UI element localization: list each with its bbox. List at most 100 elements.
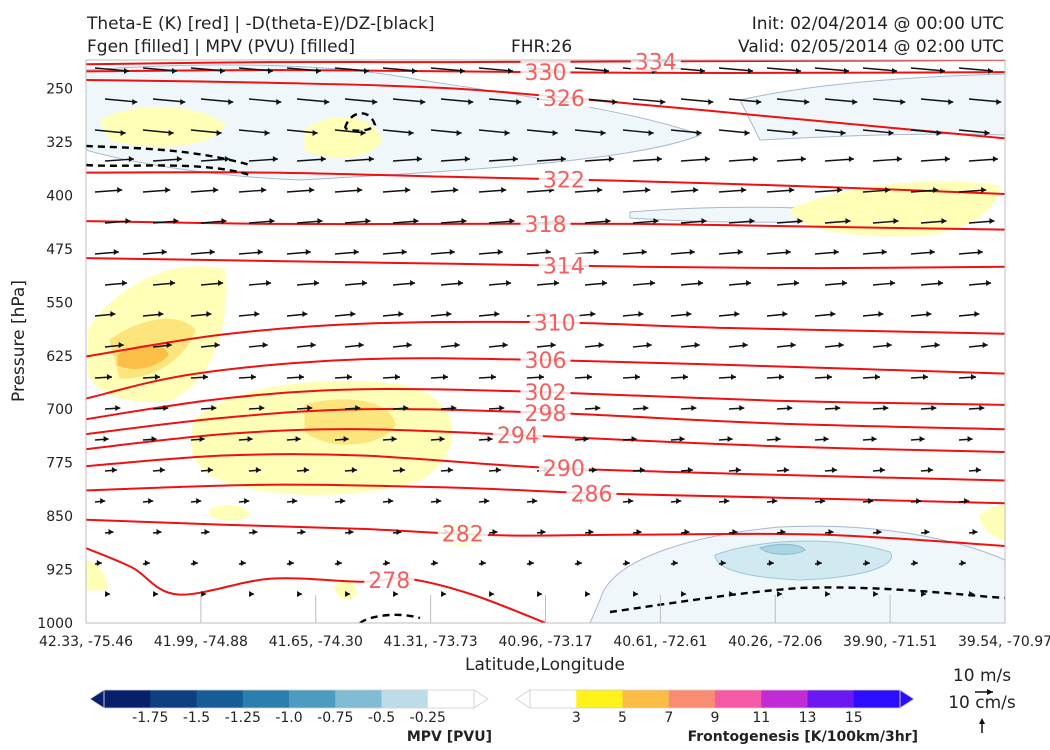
- theta-e-label-bg-298: [520, 400, 571, 423]
- wind-vector-head: [591, 467, 597, 473]
- wind-vector: [632, 591, 639, 597]
- wind-vector: [632, 280, 656, 286]
- fgen-fill-6: [209, 504, 251, 521]
- wind-vector-head: [900, 99, 906, 105]
- fgen-colorbar-swatch: [807, 690, 855, 708]
- wind-vector-shaft: [670, 129, 702, 134]
- wind-vector-head: [724, 498, 730, 504]
- wind-vector: [478, 311, 500, 317]
- theta-e-contour-278: [86, 547, 546, 623]
- wind-vector-shaft: [248, 98, 282, 103]
- wind-vector-head: [120, 130, 126, 136]
- wind-vector: [142, 498, 154, 504]
- wind-vector-head: [979, 405, 985, 411]
- wind-vector-head: [605, 218, 611, 224]
- wind-vector-head: [207, 467, 213, 473]
- wind-vector-shaft: [430, 67, 466, 72]
- wind-vector-head: [264, 130, 270, 136]
- wind-vector: [958, 67, 994, 74]
- wind-vector: [920, 342, 940, 348]
- vector-key-horizontal-arrowhead: [987, 689, 993, 695]
- fgen-colorbar-tick-label: 7: [664, 710, 673, 726]
- theta-e-contour-302: [86, 387, 1005, 421]
- wind-vector: [104, 280, 128, 286]
- wind-vector-head: [896, 156, 902, 162]
- wind-vector-head: [384, 560, 390, 566]
- wind-vector: [440, 218, 467, 224]
- fgen-colorbar-tick-label: 13: [799, 710, 817, 726]
- wind-vector-head: [598, 342, 604, 348]
- wind-vector: [872, 218, 899, 224]
- fgen-fill-1: [99, 106, 226, 147]
- wind-vector: [104, 529, 114, 535]
- wind-vector-head: [153, 591, 159, 597]
- wind-vector-head: [624, 560, 630, 566]
- wind-vector: [104, 156, 134, 162]
- wind-vector-shaft: [574, 67, 610, 72]
- wind-vector-head: [240, 560, 246, 566]
- wind-vector-head: [986, 280, 992, 286]
- wind-vector-head: [192, 560, 198, 566]
- wind-vector-head: [124, 68, 129, 74]
- wind-vector: [526, 129, 558, 136]
- wind-vector-head: [775, 436, 781, 442]
- wind-vector: [344, 405, 361, 411]
- mpv-colorbar-tick-label: -0.25: [410, 710, 446, 726]
- wind-vector-head: [172, 68, 177, 74]
- wind-vector-head: [398, 311, 404, 317]
- wind-vector: [920, 156, 950, 162]
- wind-vector: [766, 374, 785, 380]
- wind-vector-head: [292, 498, 298, 504]
- wind-vector-shaft: [814, 129, 846, 134]
- wind-vector-head: [269, 218, 275, 224]
- wind-vector: [152, 467, 165, 473]
- wind-vector-head: [168, 130, 174, 136]
- wind-vector: [152, 280, 176, 286]
- wind-vector: [238, 249, 263, 255]
- wind-vector: [584, 405, 601, 411]
- wind-vector-head: [977, 249, 983, 255]
- wind-vector-head: [512, 156, 518, 162]
- wind-vector-head: [401, 249, 407, 255]
- wind-vector-shaft: [958, 129, 990, 134]
- wind-vector-head: [276, 99, 282, 105]
- wind-vector-head: [804, 99, 810, 105]
- stability-contour-4: [359, 586, 1005, 623]
- wind-vector: [286, 498, 298, 504]
- wind-vector: [632, 156, 662, 162]
- wind-vector: [814, 187, 843, 193]
- wind-vector-head: [165, 187, 171, 193]
- wind-vector-head: [554, 280, 560, 286]
- wind-vector-head: [583, 436, 589, 442]
- wind-vector: [680, 98, 714, 105]
- wind-vector-shaft: [718, 67, 754, 72]
- wind-vector: [430, 187, 459, 193]
- wind-vector-head: [600, 130, 606, 136]
- theta-e-label-318: 318: [525, 213, 567, 238]
- wind-vector-shaft: [728, 98, 762, 103]
- wind-vector-head: [672, 560, 678, 566]
- wind-vector-head: [595, 405, 601, 411]
- fgen-colorbar-swatch: [576, 690, 624, 708]
- wind-vector-head: [648, 130, 654, 136]
- wind-vector: [104, 467, 117, 473]
- wind-vector-head: [108, 529, 114, 535]
- stability-contour-2: [86, 144, 251, 167]
- wind-vector-shaft: [872, 98, 906, 103]
- mpv-fill-upper-left: [86, 64, 702, 181]
- wind-vector-head: [683, 374, 688, 380]
- wind-vector-head: [748, 68, 753, 74]
- wind-vector-head: [484, 498, 490, 504]
- wind-vector: [536, 156, 566, 162]
- wind-vector: [488, 280, 512, 286]
- wind-vector-head: [768, 560, 774, 566]
- wind-vector-head: [878, 311, 884, 317]
- wind-vector: [574, 374, 593, 380]
- vector-key-horizontal: 10 m/s: [953, 666, 1011, 686]
- wind-vector-head: [981, 187, 987, 193]
- mpv-colorbar-tick-label: -1.25: [225, 710, 261, 726]
- mpv-colorbar-label: MPV [PVU]: [407, 729, 492, 745]
- wind-vector: [958, 374, 977, 380]
- wind-vector: [920, 529, 930, 535]
- wind-vector-head: [399, 467, 405, 473]
